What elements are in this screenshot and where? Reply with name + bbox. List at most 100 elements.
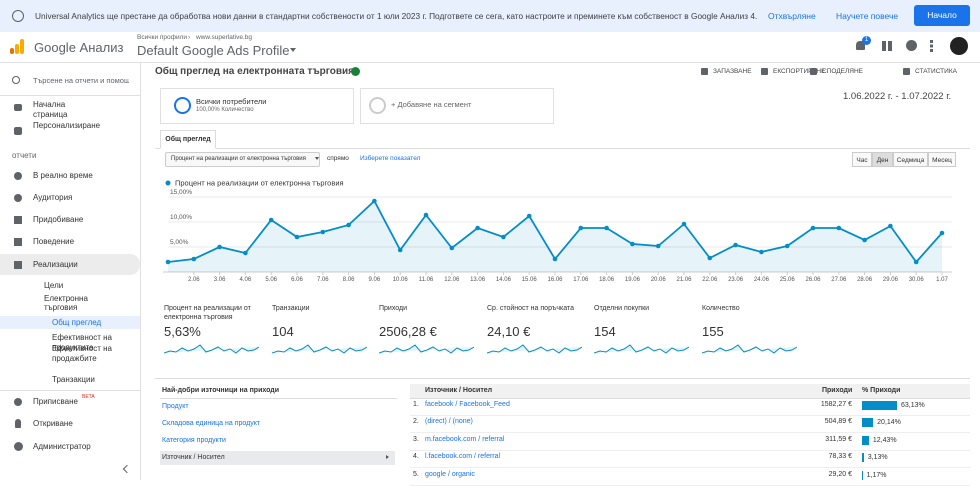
tab[interactable]: Общ преглед: [160, 130, 216, 149]
point: [526, 213, 532, 219]
source-item-selected[interactable]: Източник / Носител: [160, 451, 395, 465]
breadcrumb[interactable]: www.superlative.bg: [196, 34, 252, 41]
share-bar: [862, 401, 897, 410]
selected-item-highlight: [0, 316, 140, 329]
add-segment[interactable]: + Добавяне на сегмент: [391, 100, 472, 109]
sub-sub-item[interactable]: Ефективност на продажбите: [52, 344, 112, 363]
source-link[interactable]: m.facebook.com / referral: [425, 436, 505, 443]
revenue: 78,33 €: [828, 453, 852, 460]
nav-item[interactable]: Откриване: [33, 419, 73, 428]
profile-selector[interactable]: Default Google Ads Profile: [137, 43, 290, 58]
granularity-button[interactable]: Седмица: [893, 152, 928, 167]
x-tick-label: 30.06: [909, 277, 925, 283]
choose-metric[interactable]: Изберете показател: [360, 155, 421, 162]
avatar[interactable]: [950, 37, 968, 55]
segment-box[interactable]: [360, 88, 554, 124]
help-icon[interactable]: [906, 40, 917, 51]
dropdown-caret: [290, 48, 296, 52]
source-link[interactable]: facebook / Facebook_Feed: [425, 401, 510, 408]
line-chart: Процент на реализации от електронна търг…: [163, 179, 952, 283]
action-button[interactable]: СТАТИСТИКА: [915, 68, 957, 75]
x-tick-label: 3.06: [214, 277, 226, 283]
granularity-button[interactable]: Ден: [872, 152, 893, 167]
granularity-button[interactable]: Час: [852, 152, 872, 167]
segment-box[interactable]: [160, 88, 354, 124]
sparkline: [164, 344, 259, 354]
action-button[interactable]: ЗАПАЗВАНЕ: [713, 68, 752, 75]
nav-item[interactable]: Приписване: [33, 397, 78, 406]
sparkline: [702, 344, 797, 354]
metric-label: Отделни покупки: [594, 305, 650, 312]
search-box[interactable]: Търсене на отчети и помощ: [33, 76, 129, 85]
x-tick-label: 18.06: [599, 277, 615, 283]
row-rank: 4.: [413, 453, 419, 460]
nav-item[interactable]: Администратор: [33, 442, 91, 451]
y-tick-label: 5,00%: [170, 239, 189, 246]
bell-icon[interactable]: [856, 41, 865, 50]
sparkline: [379, 344, 474, 354]
point: [913, 259, 919, 265]
row-rank: 1.: [413, 401, 419, 408]
sub-sub-item-selected[interactable]: Общ преглед: [52, 318, 102, 327]
metric-value: 24,10 €: [487, 324, 531, 339]
metric-select[interactable]: Процент на реализации от електронна търг…: [165, 152, 320, 167]
point: [810, 225, 816, 231]
point: [888, 223, 893, 229]
more-icon[interactable]: [930, 40, 933, 52]
sparkline-path: [272, 344, 367, 354]
source-item[interactable]: Складова единица на продукт: [162, 420, 261, 427]
point: [655, 243, 661, 249]
start-button[interactable]: Начало: [914, 5, 970, 26]
sub-item[interactable]: Електронна търговия: [44, 294, 88, 312]
share-bar: [862, 418, 874, 427]
action-button[interactable]: ЕКСПОРТИРАНЕ: [773, 68, 826, 75]
banner: [0, 0, 980, 32]
sparkline: [487, 344, 582, 354]
learn-more-button[interactable]: Научете повече: [836, 11, 899, 21]
nav-item[interactable]: Реализации: [33, 260, 78, 269]
legend-label: Процент на реализации от електронна търг…: [175, 179, 344, 188]
point: [784, 243, 790, 249]
nav-item[interactable]: Персонализиране: [33, 121, 101, 130]
x-tick-label: 26.06: [805, 277, 821, 283]
nav-item[interactable]: Начална страница: [33, 100, 68, 119]
nav-divider: [0, 95, 140, 96]
source-link[interactable]: (direct) / (none): [425, 418, 473, 425]
point: [165, 259, 171, 265]
point: [268, 217, 274, 223]
source-item[interactable]: Категория продукти: [162, 437, 226, 444]
segment-circle: [369, 97, 386, 114]
point: [578, 225, 584, 231]
x-tick-label: 10.06: [393, 277, 409, 283]
source-link[interactable]: google / organic: [425, 471, 475, 478]
revenue: 311,59 €: [825, 436, 852, 443]
sub-item[interactable]: Цели: [44, 281, 64, 290]
source-item[interactable]: Продукт: [162, 403, 189, 410]
column-header: Източник / Носител: [425, 387, 493, 394]
nav-item[interactable]: Поведение: [33, 237, 75, 246]
x-tick-label: 17.06: [573, 277, 589, 283]
x-tick-label: 6.06: [291, 277, 303, 283]
breadcrumb[interactable]: Всички профили: [137, 34, 188, 41]
nav-item[interactable]: Аудитория: [33, 193, 73, 202]
source-link[interactable]: l.facebook.com / referral: [425, 453, 501, 460]
sparkline-path: [379, 344, 474, 354]
point: [449, 245, 455, 251]
granularity-button[interactable]: Месец: [928, 152, 956, 167]
apps-icon[interactable]: [882, 41, 892, 51]
dismiss-button[interactable]: Отхвърляне: [768, 11, 816, 21]
x-tick-label: 22.06: [702, 277, 718, 283]
column-header: % Приходи: [862, 387, 901, 394]
metric-label: Транзакции: [272, 305, 310, 312]
x-tick-label: 1.07: [936, 277, 948, 283]
point: [552, 256, 558, 262]
sub-sub-item[interactable]: Транзакции: [52, 375, 95, 384]
sub-sub-item[interactable]: Ефективност на продуктите: [52, 333, 112, 352]
nav-item[interactable]: Придобиване: [33, 215, 84, 224]
action-button[interactable]: СПОДЕЛЯНЕ: [822, 68, 864, 75]
x-tick-label: 16.06: [547, 277, 563, 283]
x-tick-label: 15.06: [522, 277, 538, 283]
metric-label: Количество: [702, 305, 740, 312]
date-range[interactable]: 1.06.2022 г. - 1.07.2022 г.: [843, 91, 952, 102]
nav-item[interactable]: В реално време: [33, 171, 93, 180]
